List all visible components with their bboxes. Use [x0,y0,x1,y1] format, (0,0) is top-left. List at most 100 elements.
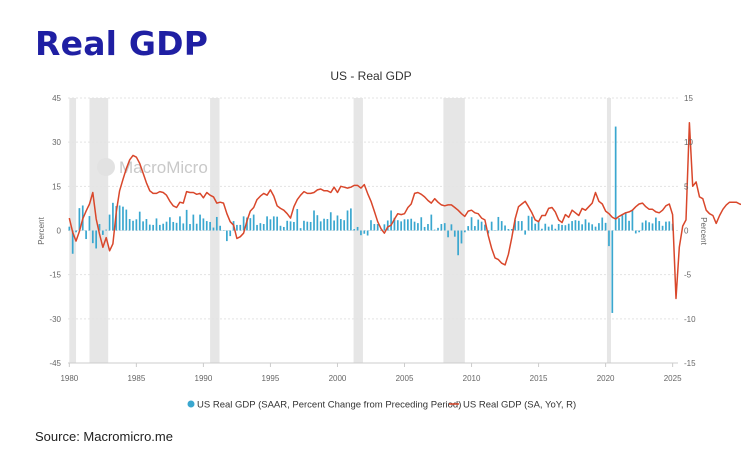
y-axis-left-label: Percent [37,216,46,244]
bar [427,224,429,231]
bar [138,211,141,231]
x-tick-label: 2000 [329,374,347,383]
bar [142,221,144,231]
bar [360,230,362,236]
bar [658,221,661,231]
bar [604,222,607,231]
bar [199,214,201,231]
bar [282,226,285,231]
bar [417,223,419,231]
bar [587,222,590,231]
bar [537,220,540,231]
y-right-tick-label: -5 [684,271,692,280]
bar [648,222,651,231]
bar [514,219,516,231]
watermark: MacroMicro [97,158,208,177]
bar [272,216,275,231]
bar [618,218,620,231]
bar [621,215,624,231]
bar [323,218,325,231]
recession-band [210,98,220,363]
bar [608,230,610,247]
bar [581,224,583,231]
bar [601,217,604,231]
bar [520,221,523,231]
y-right-tick-label: 10 [684,138,693,147]
bar [450,224,453,231]
bar [433,229,436,231]
bar [293,221,295,231]
bar [661,225,664,231]
legend-item-line[interactable]: US Real GDP (SA, YoY, R) [449,400,576,411]
y-left-tick-label: 30 [52,138,61,147]
bar [564,225,567,231]
bar [531,216,533,231]
bar [102,230,104,235]
y-left-tick-label: -30 [49,315,61,324]
bar [78,208,81,231]
y-right-tick-label: 15 [684,94,693,103]
gridlines [68,97,678,364]
bar [202,218,205,231]
x-tick-label: 2010 [463,374,481,383]
bar [484,224,486,231]
bar [631,209,634,231]
y-left-tick-label: -45 [49,359,61,368]
bar [222,230,225,231]
bar [547,226,550,231]
y-axis-right-label: Percent [699,217,708,245]
bar [132,220,134,231]
legend-item-bars[interactable]: US Real GDP (SAAR, Percent Change from P… [187,400,462,411]
bar [333,220,335,231]
bar [614,126,617,231]
y-axis-left-ticks: 45 30 15 0 -15 -30 -45 [49,94,61,368]
bar [500,221,503,231]
bar [410,218,413,231]
bar [169,217,171,231]
bar [112,202,114,231]
bar [641,222,644,231]
x-tick-label: 2005 [396,374,414,383]
bar [557,224,560,231]
bar [316,215,319,231]
bar [437,227,439,231]
bar [430,214,433,231]
bar [242,216,245,231]
y-right-tick-label: -10 [684,315,696,324]
y-left-tick-label: -15 [49,271,61,280]
bar [407,219,409,231]
bar [105,229,108,231]
bar [356,226,359,231]
x-tick-label: 2015 [530,374,548,383]
yoy-line [68,121,741,300]
bar [504,225,506,231]
bar [165,221,168,231]
bar [453,230,456,237]
y-right-tick-label: 5 [684,182,689,191]
bar [487,230,490,234]
bar [329,212,332,231]
bar [336,215,339,231]
bar [209,221,211,231]
watermark-text: MacroMicro [119,158,208,177]
bar [75,230,77,233]
bar [383,224,386,231]
bar [85,230,87,240]
bar [276,216,278,231]
bar [215,216,218,231]
bar [125,209,128,231]
bar [299,228,302,231]
bar [182,223,185,231]
bar [319,221,322,231]
bar [252,214,255,231]
bar [497,216,500,231]
bar [591,224,594,231]
bar [373,224,376,231]
bar [309,221,312,231]
bar [128,219,131,231]
page-title: Real GDP [35,24,209,63]
x-tick-label: 1980 [60,374,78,383]
bar [152,224,154,231]
bar [212,227,215,231]
bar [343,220,346,231]
